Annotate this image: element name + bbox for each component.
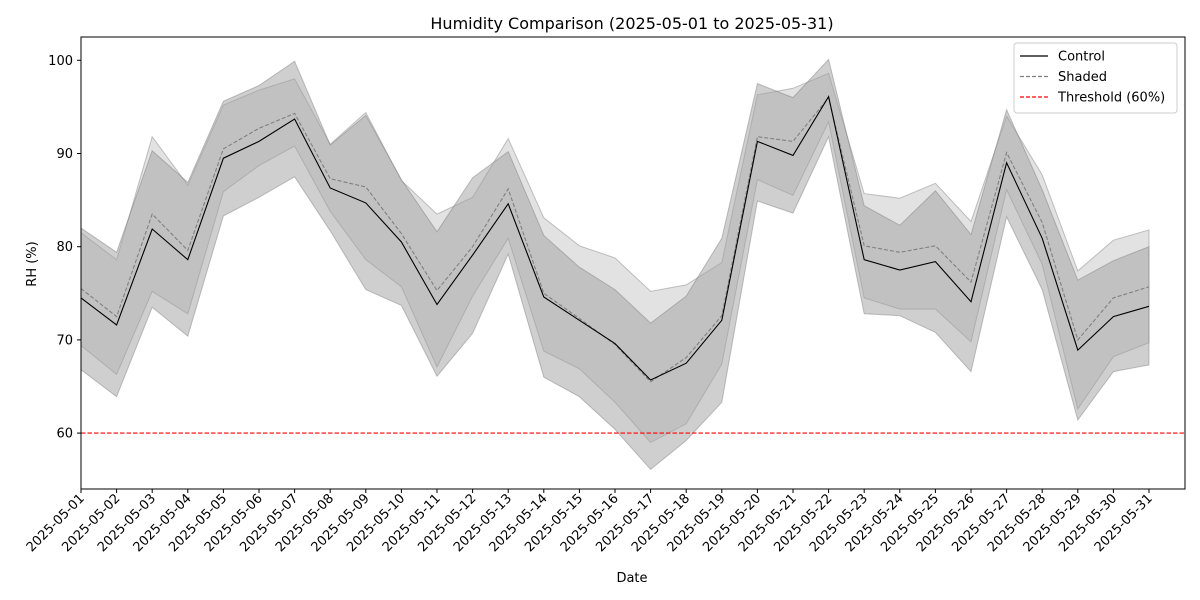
plot-area: 607080901002025-05-012025-05-022025-05-0… — [24, 36, 1186, 555]
y-axis-label: RH (%) — [25, 241, 40, 286]
y-tick-label: 80 — [56, 240, 73, 255]
y-tick-label: 90 — [56, 147, 73, 162]
y-tick-label: 100 — [48, 54, 73, 69]
legend-label: Shaded — [1058, 70, 1107, 85]
legend: Control Shaded Threshold (60%) — [1013, 42, 1178, 114]
legend-box — [1013, 42, 1178, 114]
series-line-control — [81, 95, 1150, 381]
plot-content — [81, 58, 1185, 471]
chart-title: Humidity Comparison (2025-05-01 to 2025-… — [430, 14, 833, 33]
legend-label: Control — [1058, 50, 1105, 65]
legend-label: Threshold (60%) — [1057, 91, 1165, 106]
plot-frame — [80, 36, 1186, 490]
y-tick-label: 60 — [56, 427, 73, 442]
band-control — [81, 58, 1150, 471]
x-axis-label: Date — [616, 571, 647, 586]
y-tick-label: 70 — [56, 333, 73, 348]
